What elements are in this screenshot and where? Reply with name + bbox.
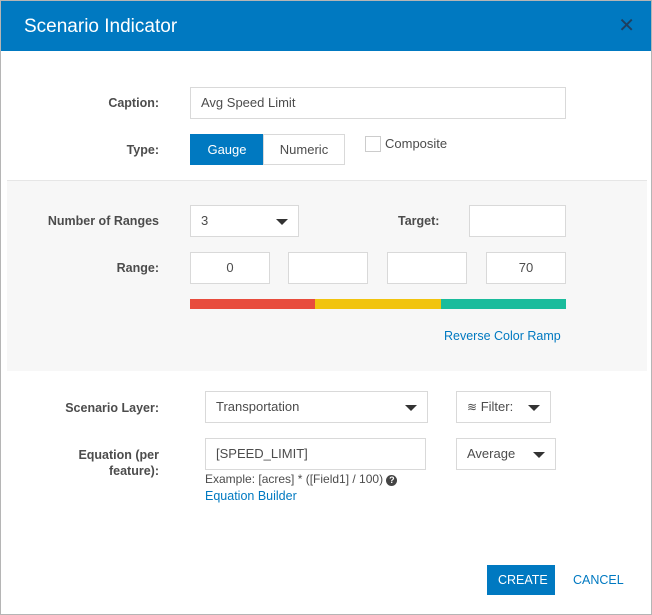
dialog-header: Scenario Indicator ✕ — [1, 1, 651, 51]
range-input-1[interactable]: 0 — [190, 252, 270, 284]
chevron-down-icon — [405, 405, 417, 411]
cancel-button[interactable]: CANCEL — [573, 573, 624, 587]
chevron-down-icon — [276, 219, 288, 225]
reverse-color-ramp-link[interactable]: Reverse Color Ramp — [444, 329, 561, 343]
range-input-2[interactable] — [288, 252, 368, 284]
type-gauge-button[interactable]: Gauge — [190, 134, 264, 165]
aggregate-value: Average — [467, 446, 516, 461]
equation-example-text: Example: [acres] * ([Field1] / 100) — [205, 472, 384, 486]
number-of-ranges-label: Number of Ranges — [47, 214, 159, 228]
aggregate-select[interactable]: Average — [456, 438, 556, 470]
equation-label: Equation (per feature): — [78, 448, 159, 478]
equation-example: Example: [acres] * ([Field1] / 100) ? — [205, 472, 398, 486]
scenario-layer-select[interactable]: Transportation — [205, 391, 428, 423]
caption-label: Caption: — [108, 96, 159, 110]
composite-label: Composite — [385, 136, 448, 151]
number-of-ranges-select[interactable]: 3 — [190, 205, 299, 237]
type-label: Type: — [126, 143, 159, 157]
color-ramp — [190, 299, 566, 309]
scenario-layer-value: Transportation — [216, 399, 300, 414]
number-of-ranges-value: 3 — [201, 213, 209, 228]
chevron-down-icon — [528, 405, 540, 411]
help-icon[interactable]: ? — [386, 475, 398, 486]
layers-icon: ≋ — [467, 400, 478, 414]
target-label: Target: — [398, 214, 440, 228]
scenario-layer-label: Scenario Layer: — [65, 401, 159, 415]
range-input-3[interactable] — [387, 252, 467, 284]
range-label: Range: — [116, 261, 159, 275]
caption-input[interactable]: Avg Speed Limit — [190, 87, 566, 119]
target-input[interactable] — [469, 205, 566, 237]
equation-builder-link[interactable]: Equation Builder — [205, 489, 297, 503]
type-numeric-button[interactable]: Numeric — [263, 134, 345, 165]
color-ramp-segment-green — [440, 299, 566, 309]
filter-label: Filter: — [480, 399, 514, 414]
create-button[interactable]: CREATE — [487, 565, 555, 595]
color-ramp-segment-red — [190, 299, 316, 309]
range-input-4[interactable]: 70 — [486, 252, 566, 284]
chevron-down-icon — [533, 452, 545, 458]
filter-button[interactable]: ≋ Filter: — [456, 391, 551, 423]
composite-checkbox[interactable] — [365, 136, 381, 152]
dialog-title: Scenario Indicator — [24, 16, 178, 37]
close-icon[interactable]: ✕ — [618, 15, 635, 37]
equation-input[interactable]: [SPEED_LIMIT] — [205, 438, 426, 470]
color-ramp-segment-yellow — [315, 299, 441, 309]
